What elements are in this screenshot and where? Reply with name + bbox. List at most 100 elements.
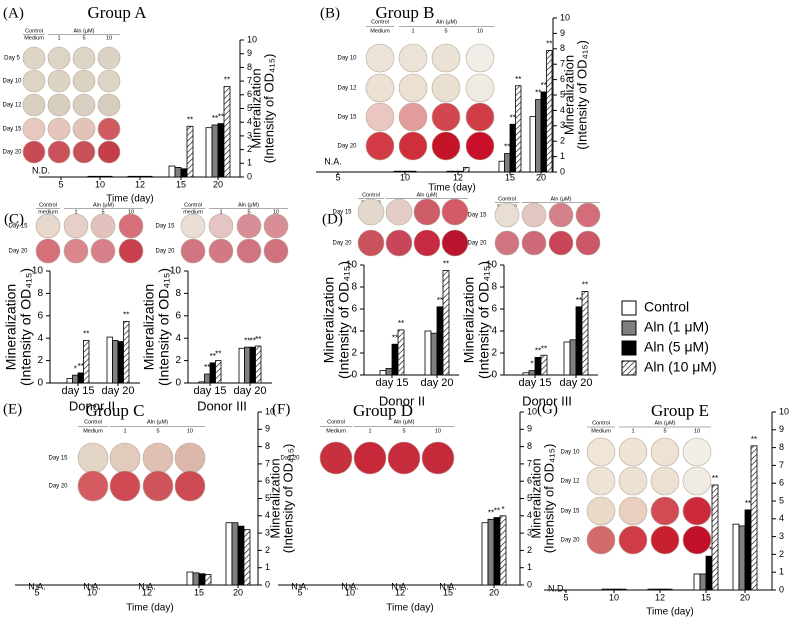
note: N.D. xyxy=(32,165,50,175)
bar xyxy=(529,116,536,173)
well xyxy=(682,466,712,496)
y-tick-label: 2 xyxy=(247,144,252,154)
plate-row-label: Day 5 xyxy=(4,56,20,62)
plate-header: Aln (μM) xyxy=(147,419,168,425)
well xyxy=(35,238,61,264)
bar xyxy=(385,367,393,376)
plate-row-label: Day 20 xyxy=(467,241,487,247)
y-tick-label: 9 xyxy=(265,424,270,434)
x-tick-label: 20 xyxy=(536,172,546,182)
well xyxy=(494,202,520,228)
bar xyxy=(244,346,251,384)
plate-row-label: Day 15 xyxy=(8,224,28,230)
x-axis-label: Time (day) xyxy=(106,194,153,205)
well xyxy=(465,131,495,161)
x-tick-label: 5 xyxy=(34,587,39,597)
y-tick-label: 8 xyxy=(265,441,270,451)
note: N.A. xyxy=(83,581,101,591)
well xyxy=(385,229,413,257)
bar xyxy=(66,378,73,384)
plate-header: Medium xyxy=(83,428,103,434)
bar xyxy=(117,341,124,384)
y-axis-label: (Intensity of OD₄₁₅) xyxy=(476,261,492,379)
significance: ** xyxy=(488,508,494,517)
bar xyxy=(446,170,453,173)
bar xyxy=(93,175,101,178)
y-tick-label: 4 xyxy=(247,117,252,127)
chart-title: Group E xyxy=(651,401,709,420)
bar xyxy=(404,170,411,173)
plate-row-label: Day 20 xyxy=(337,144,357,150)
plate-column: 5 xyxy=(156,428,159,434)
y-tick-label: 8 xyxy=(175,288,181,299)
y-tick-label: 7 xyxy=(247,75,252,85)
y-axis-label: Mineralization xyxy=(461,277,477,363)
bar xyxy=(659,588,667,591)
y-tick-label: 2 xyxy=(491,348,497,359)
y-tick-label: 6 xyxy=(265,476,270,486)
plate-row-label: Day 15 xyxy=(155,224,175,230)
y-tick-label: 0 xyxy=(265,579,270,589)
well xyxy=(465,43,495,73)
plate-row-label: Day 15 xyxy=(2,127,22,133)
y-tick-label: 5 xyxy=(779,495,784,505)
well xyxy=(682,437,712,467)
y-tick-label: 4 xyxy=(491,326,497,337)
plate-column: 1 xyxy=(631,428,634,434)
plate-header: Aln (μM) xyxy=(74,28,95,34)
bar xyxy=(498,160,505,173)
bar xyxy=(711,484,719,591)
bar xyxy=(238,347,245,384)
bar xyxy=(225,522,233,586)
y-tick-label: 6 xyxy=(491,304,497,315)
well xyxy=(365,131,395,161)
y-tick-label: 0 xyxy=(779,584,784,594)
y-tick-label: 4 xyxy=(175,333,181,344)
bar xyxy=(750,445,758,591)
bar xyxy=(379,370,387,376)
plate-header: Control xyxy=(84,419,102,425)
y-tick-label: 8 xyxy=(37,288,43,299)
y-tick-label: 3 xyxy=(265,527,270,537)
bar xyxy=(145,175,153,178)
well xyxy=(208,238,234,264)
y-tick-label: 8 xyxy=(491,282,497,293)
significance: ** xyxy=(582,281,588,290)
plate-header: Medium xyxy=(370,28,390,34)
significance: ** xyxy=(218,113,224,122)
plate-row-label: Day 20 xyxy=(332,241,352,247)
well xyxy=(357,198,385,226)
y-tick-label: 4 xyxy=(351,326,357,337)
y-tick-label: 10 xyxy=(779,406,789,416)
x-tick-label: 5 xyxy=(297,587,302,597)
bar xyxy=(619,588,627,591)
bar xyxy=(223,86,231,178)
bar xyxy=(535,99,542,173)
note: N.A. xyxy=(341,581,359,591)
y-tick-label: 3 xyxy=(247,130,252,140)
well xyxy=(142,470,174,502)
bar xyxy=(410,170,417,173)
panel-label: (D) xyxy=(322,211,343,227)
y-axis-label: (Intensity of OD₄₁₅) xyxy=(18,268,34,386)
plate-row-label: Day 10 xyxy=(560,450,580,456)
well xyxy=(413,198,441,226)
plate-header: Control xyxy=(39,202,57,208)
y-tick-label: 3 xyxy=(560,120,565,130)
well xyxy=(97,69,121,93)
bar xyxy=(493,517,501,586)
bar xyxy=(217,123,225,178)
significance: ** xyxy=(535,347,541,356)
well xyxy=(548,230,574,256)
well xyxy=(548,202,574,228)
x-tick-label: 15 xyxy=(194,587,204,597)
bar xyxy=(204,574,212,586)
plate-column: 1 xyxy=(74,209,77,215)
plate-header: Control xyxy=(184,202,202,208)
y-axis-label: Mineralization xyxy=(3,284,19,370)
significance: ** xyxy=(541,81,547,90)
y-axis-label: (Intensity of OD₄₁₅) xyxy=(280,444,295,554)
y-tick-label: 0 xyxy=(247,171,252,181)
well xyxy=(109,442,141,474)
y-tick-label: 2 xyxy=(351,348,357,359)
